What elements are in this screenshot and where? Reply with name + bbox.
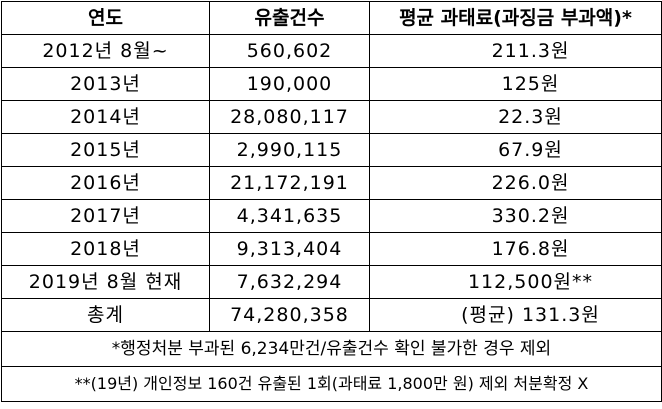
table-row: 2019년 8월 현재 7,632,294 112,500원** <box>1 265 662 299</box>
leak-fine-table: 연도 유출건수 평균 과태료(과징금 부과액)* 2012년 8월~ 560,6… <box>1 1 662 402</box>
leaks-cell: 560,602 <box>209 34 370 68</box>
avg-fine-cell: 226.0원 <box>369 166 662 200</box>
leaks-cell: 9,313,404 <box>209 232 370 266</box>
year-cell: 2013년 <box>1 67 210 101</box>
avg-fine-cell: 330.2원 <box>369 199 662 233</box>
footnote-2: **(19년) 개인정보 160건 유출된 1회(과태료 1,800만 원) 제… <box>1 366 662 402</box>
avg-fine-cell: 112,500원** <box>369 265 662 299</box>
year-cell: 2017년 <box>1 199 210 233</box>
avg-fine-cell: 211.3원 <box>369 34 662 68</box>
total-label: 총계 <box>1 298 210 332</box>
table-row: 2012년 8월~ 560,602 211.3원 <box>1 34 662 68</box>
year-cell: 2015년 <box>1 133 210 167</box>
total-avg-fine: (평균) 131.3원 <box>369 298 662 332</box>
leaks-cell: 7,632,294 <box>209 265 370 299</box>
footnote-1: *행정처분 부과된 6,234만건/유출건수 확인 불가한 경우 제외 <box>1 331 662 367</box>
year-cell: 2016년 <box>1 166 210 200</box>
leaks-cell: 21,172,191 <box>209 166 370 200</box>
header-avg-fine: 평균 과태료(과징금 부과액)* <box>369 1 662 35</box>
total-leaks: 74,280,358 <box>209 298 370 332</box>
header-year: 연도 <box>1 1 210 35</box>
leaks-cell: 4,341,635 <box>209 199 370 233</box>
leaks-cell: 28,080,117 <box>209 100 370 134</box>
avg-fine-cell: 22.3원 <box>369 100 662 134</box>
year-cell: 2012년 8월~ <box>1 34 210 68</box>
table-row: 2013년 190,000 125원 <box>1 67 662 101</box>
total-row: 총계 74,280,358 (평균) 131.3원 <box>1 298 662 332</box>
table-row: 2017년 4,341,635 330.2원 <box>1 199 662 233</box>
footnote-row: *행정처분 부과된 6,234만건/유출건수 확인 불가한 경우 제외 <box>1 331 662 367</box>
table-row: 2014년 28,080,117 22.3원 <box>1 100 662 134</box>
avg-fine-cell: 125원 <box>369 67 662 101</box>
avg-fine-cell: 176.8원 <box>369 232 662 266</box>
table-row: 2016년 21,172,191 226.0원 <box>1 166 662 200</box>
leaks-cell: 2,990,115 <box>209 133 370 167</box>
header-row: 연도 유출건수 평균 과태료(과징금 부과액)* <box>1 1 662 35</box>
year-cell: 2018년 <box>1 232 210 266</box>
table-row: 2018년 9,313,404 176.8원 <box>1 232 662 266</box>
leaks-cell: 190,000 <box>209 67 370 101</box>
header-leaks: 유출건수 <box>209 1 370 35</box>
year-cell: 2014년 <box>1 100 210 134</box>
avg-fine-cell: 67.9원 <box>369 133 662 167</box>
table-row: 2015년 2,990,115 67.9원 <box>1 133 662 167</box>
footnote-row: **(19년) 개인정보 160건 유출된 1회(과태료 1,800만 원) 제… <box>1 366 662 402</box>
year-cell: 2019년 8월 현재 <box>1 265 210 299</box>
